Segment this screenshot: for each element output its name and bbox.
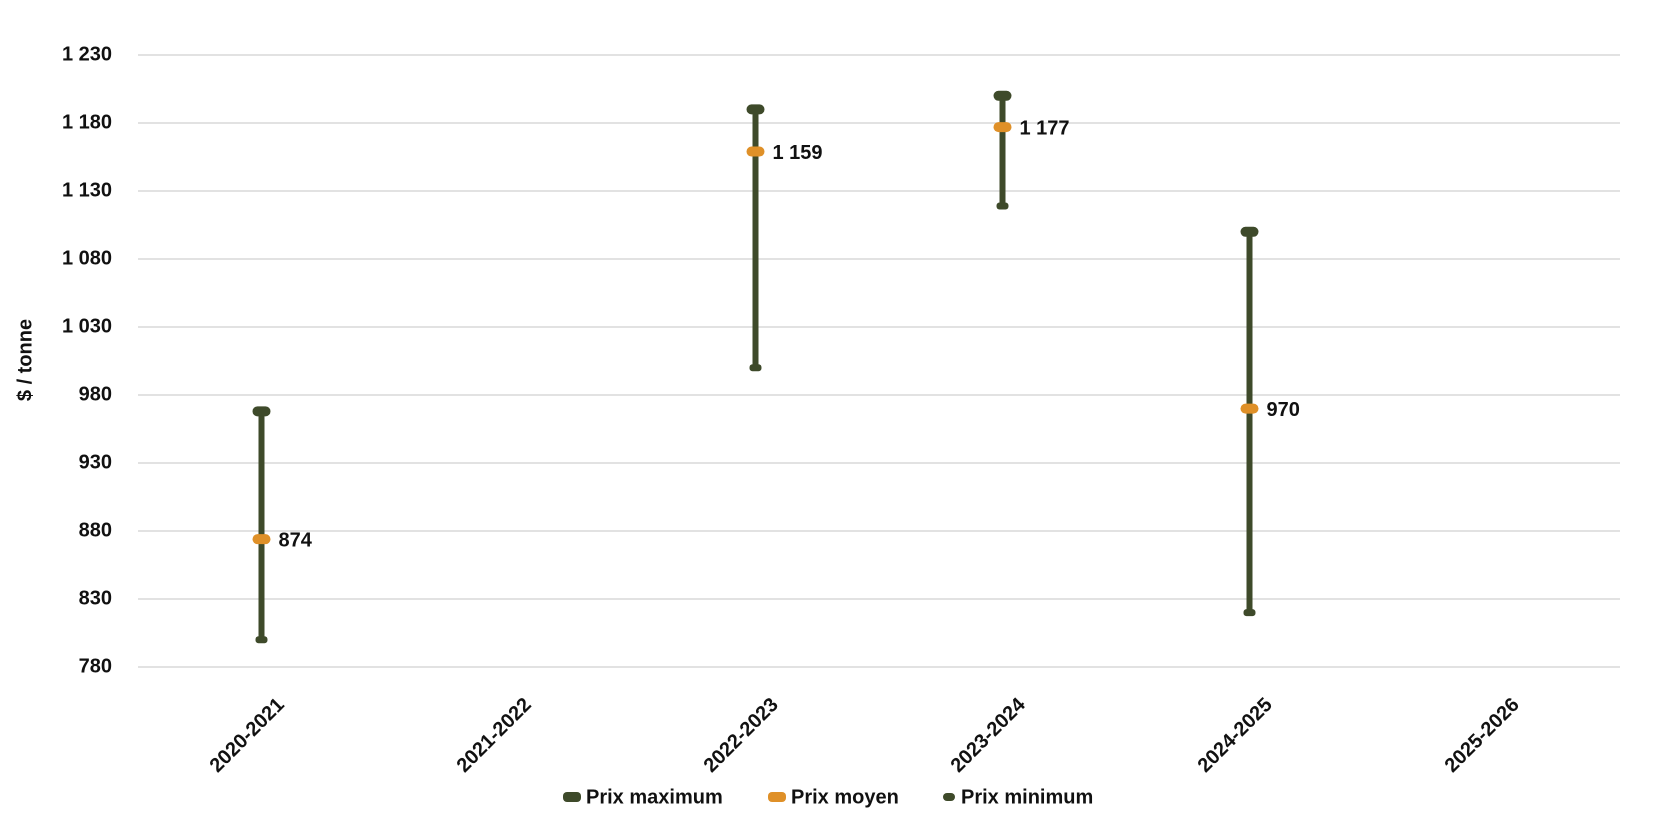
avg-marker [1240,403,1259,414]
max-marker [1240,226,1259,237]
x-tick-label: 2024-2025 [1194,694,1277,777]
min-marker [996,202,1009,210]
y-tick-label: 980 [79,383,112,405]
min-marker [255,636,268,644]
legend-swatch [768,792,786,802]
avg-marker [993,122,1012,133]
legend-label: Prix moyen [791,786,899,808]
x-tick-label: 2020-2021 [206,694,289,777]
y-tick-label: 1 030 [62,315,112,337]
legend-label: Prix maximum [586,786,723,808]
y-tick-label: 930 [79,451,112,473]
max-marker [993,90,1012,101]
legend-label: Prix minimum [961,786,1093,808]
legend-swatch [563,792,581,802]
y-tick-label: 1 230 [62,43,112,65]
x-tick-label: 2025-2026 [1441,694,1524,777]
max-marker [252,406,271,417]
y-tick-label: 880 [79,519,112,541]
x-tick-label: 2022-2023 [700,694,783,777]
y-axis-label: $ / tonne [14,319,36,401]
data-label: 970 [1267,399,1300,421]
min-marker [1243,609,1256,617]
max-marker [746,104,765,115]
y-tick-label: 1 130 [62,179,112,201]
data-label: 1 159 [773,142,823,164]
data-label: 874 [279,529,313,551]
y-tick-label: 1 180 [62,111,112,133]
data-label: 1 177 [1020,117,1070,139]
y-tick-label: 780 [79,655,112,677]
legend-swatch [943,793,955,801]
min-marker [749,364,762,372]
avg-marker [252,534,271,545]
avg-marker [746,146,765,157]
y-tick-label: 830 [79,587,112,609]
x-tick-label: 2021-2022 [453,694,536,777]
x-tick-label: 2023-2024 [947,693,1031,777]
y-tick-label: 1 080 [62,247,112,269]
